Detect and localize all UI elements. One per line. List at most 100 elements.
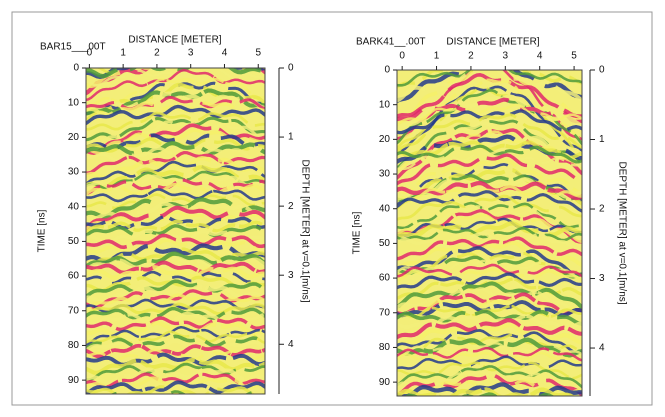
reflection-band <box>397 70 582 127</box>
y2-tick-label: 0 <box>288 63 294 74</box>
reflection-band <box>86 128 265 155</box>
reflection-band <box>86 188 265 203</box>
y2-tick-label: 2 <box>599 204 605 215</box>
reflection-band <box>397 365 582 389</box>
y-tick-label: 30 <box>68 167 80 178</box>
y-tick-label: 20 <box>68 132 80 143</box>
reflection-band <box>86 111 265 131</box>
x-tick-label: 4 <box>222 48 228 59</box>
reflection-band <box>86 238 265 255</box>
reflection-band <box>397 309 582 326</box>
reflection-band <box>86 104 265 126</box>
reflection-band <box>86 88 265 116</box>
x-tick-label: 5 <box>571 51 577 62</box>
reflection-band <box>397 148 582 171</box>
x-tick-label: 0 <box>399 51 405 62</box>
x-tick-label: 4 <box>537 51 543 62</box>
y-tick-label: 10 <box>379 99 391 110</box>
reflection-band <box>397 231 582 252</box>
y-tick-label: 90 <box>68 375 80 386</box>
reflection-band <box>397 329 582 354</box>
plot-border <box>85 67 266 395</box>
reflection-band <box>86 77 265 107</box>
reflection-band <box>86 219 265 235</box>
reflection-band <box>86 82 265 124</box>
reflection-band <box>397 236 582 261</box>
reflection-band <box>397 221 582 239</box>
reflection-band <box>397 70 582 104</box>
reflection-band <box>86 193 265 210</box>
y-tick-label: 0 <box>384 65 390 76</box>
reflection-band <box>86 265 265 280</box>
reflection-band <box>86 316 265 332</box>
reflection-band <box>397 184 582 202</box>
reflection-band <box>397 103 582 124</box>
y-tick-label: 20 <box>379 134 391 145</box>
reflection-band <box>86 338 265 354</box>
reflection-band <box>397 355 582 370</box>
reflection-band <box>86 182 265 197</box>
y-tick-label: 40 <box>68 201 80 212</box>
y-tick-label: 0 <box>73 63 79 74</box>
x-tick-label: 5 <box>255 48 261 59</box>
reflection-band <box>397 268 582 283</box>
reflection-band <box>86 279 265 300</box>
reflection-band <box>86 367 265 385</box>
reflection-band <box>86 68 265 79</box>
reflection-band <box>397 153 582 186</box>
reflection-band <box>86 140 265 156</box>
y-axis-label: TIME [ns] <box>37 209 48 252</box>
y-tick-label: 30 <box>379 169 391 180</box>
x-tick-label: 1 <box>120 48 126 59</box>
x-tick-label: 3 <box>188 48 194 59</box>
reflection-band <box>86 325 265 347</box>
y2-axis-label: DEPTH [METER] at v=0.1[m/ns] <box>616 161 627 304</box>
y-tick-label: 50 <box>68 236 80 247</box>
y2-tick-label: 0 <box>599 65 605 76</box>
reflection-band <box>393 413 585 417</box>
reflection-band <box>397 144 582 164</box>
reflection-band <box>397 217 582 237</box>
reflection-band <box>397 226 582 242</box>
x-tick-label: 2 <box>154 48 160 59</box>
y2-tick-label: 1 <box>288 132 294 143</box>
x-tick-label: 3 <box>503 51 509 62</box>
reflection-band <box>397 263 582 278</box>
reflection-band <box>86 307 265 320</box>
reflection-band <box>397 346 582 362</box>
reflection-band <box>397 97 582 122</box>
y-tick-label: 80 <box>68 340 80 351</box>
reflection-band <box>86 133 265 152</box>
y2-tick-label: 1 <box>599 134 605 145</box>
reflection-band <box>397 272 582 290</box>
reflection-band <box>397 281 582 311</box>
panel-title: BAR15___00T <box>40 42 106 53</box>
panel-title: BARK41__.00T <box>356 37 426 48</box>
y-tick-label: 50 <box>379 238 391 249</box>
reflection-band <box>86 120 265 148</box>
reflection-band <box>86 146 265 163</box>
reflection-band <box>397 190 582 213</box>
reflection-band <box>86 260 265 275</box>
reflection-band <box>397 240 582 272</box>
y2-tick-label: 4 <box>288 339 294 350</box>
reflection-band <box>86 233 265 250</box>
reflection-band <box>393 398 585 409</box>
x-axis-label: DISTANCE [METER] <box>446 37 539 48</box>
reflection-band <box>86 96 265 111</box>
reflection-band <box>86 81 265 116</box>
y-axis-label: TIME [ns] <box>352 211 363 254</box>
reflection-band <box>86 293 265 312</box>
y-tick-label: 70 <box>68 305 80 316</box>
reflection-band <box>86 256 265 273</box>
reflection-band <box>397 113 582 154</box>
reflection-band <box>397 318 582 340</box>
reflection-band <box>393 408 585 417</box>
reflection-band <box>86 150 265 175</box>
reflection-band <box>86 330 265 345</box>
reflection-band <box>82 406 268 417</box>
reflection-band <box>397 162 582 207</box>
reflection-band <box>86 270 265 285</box>
x-axis-label: DISTANCE [METER] <box>128 35 221 46</box>
